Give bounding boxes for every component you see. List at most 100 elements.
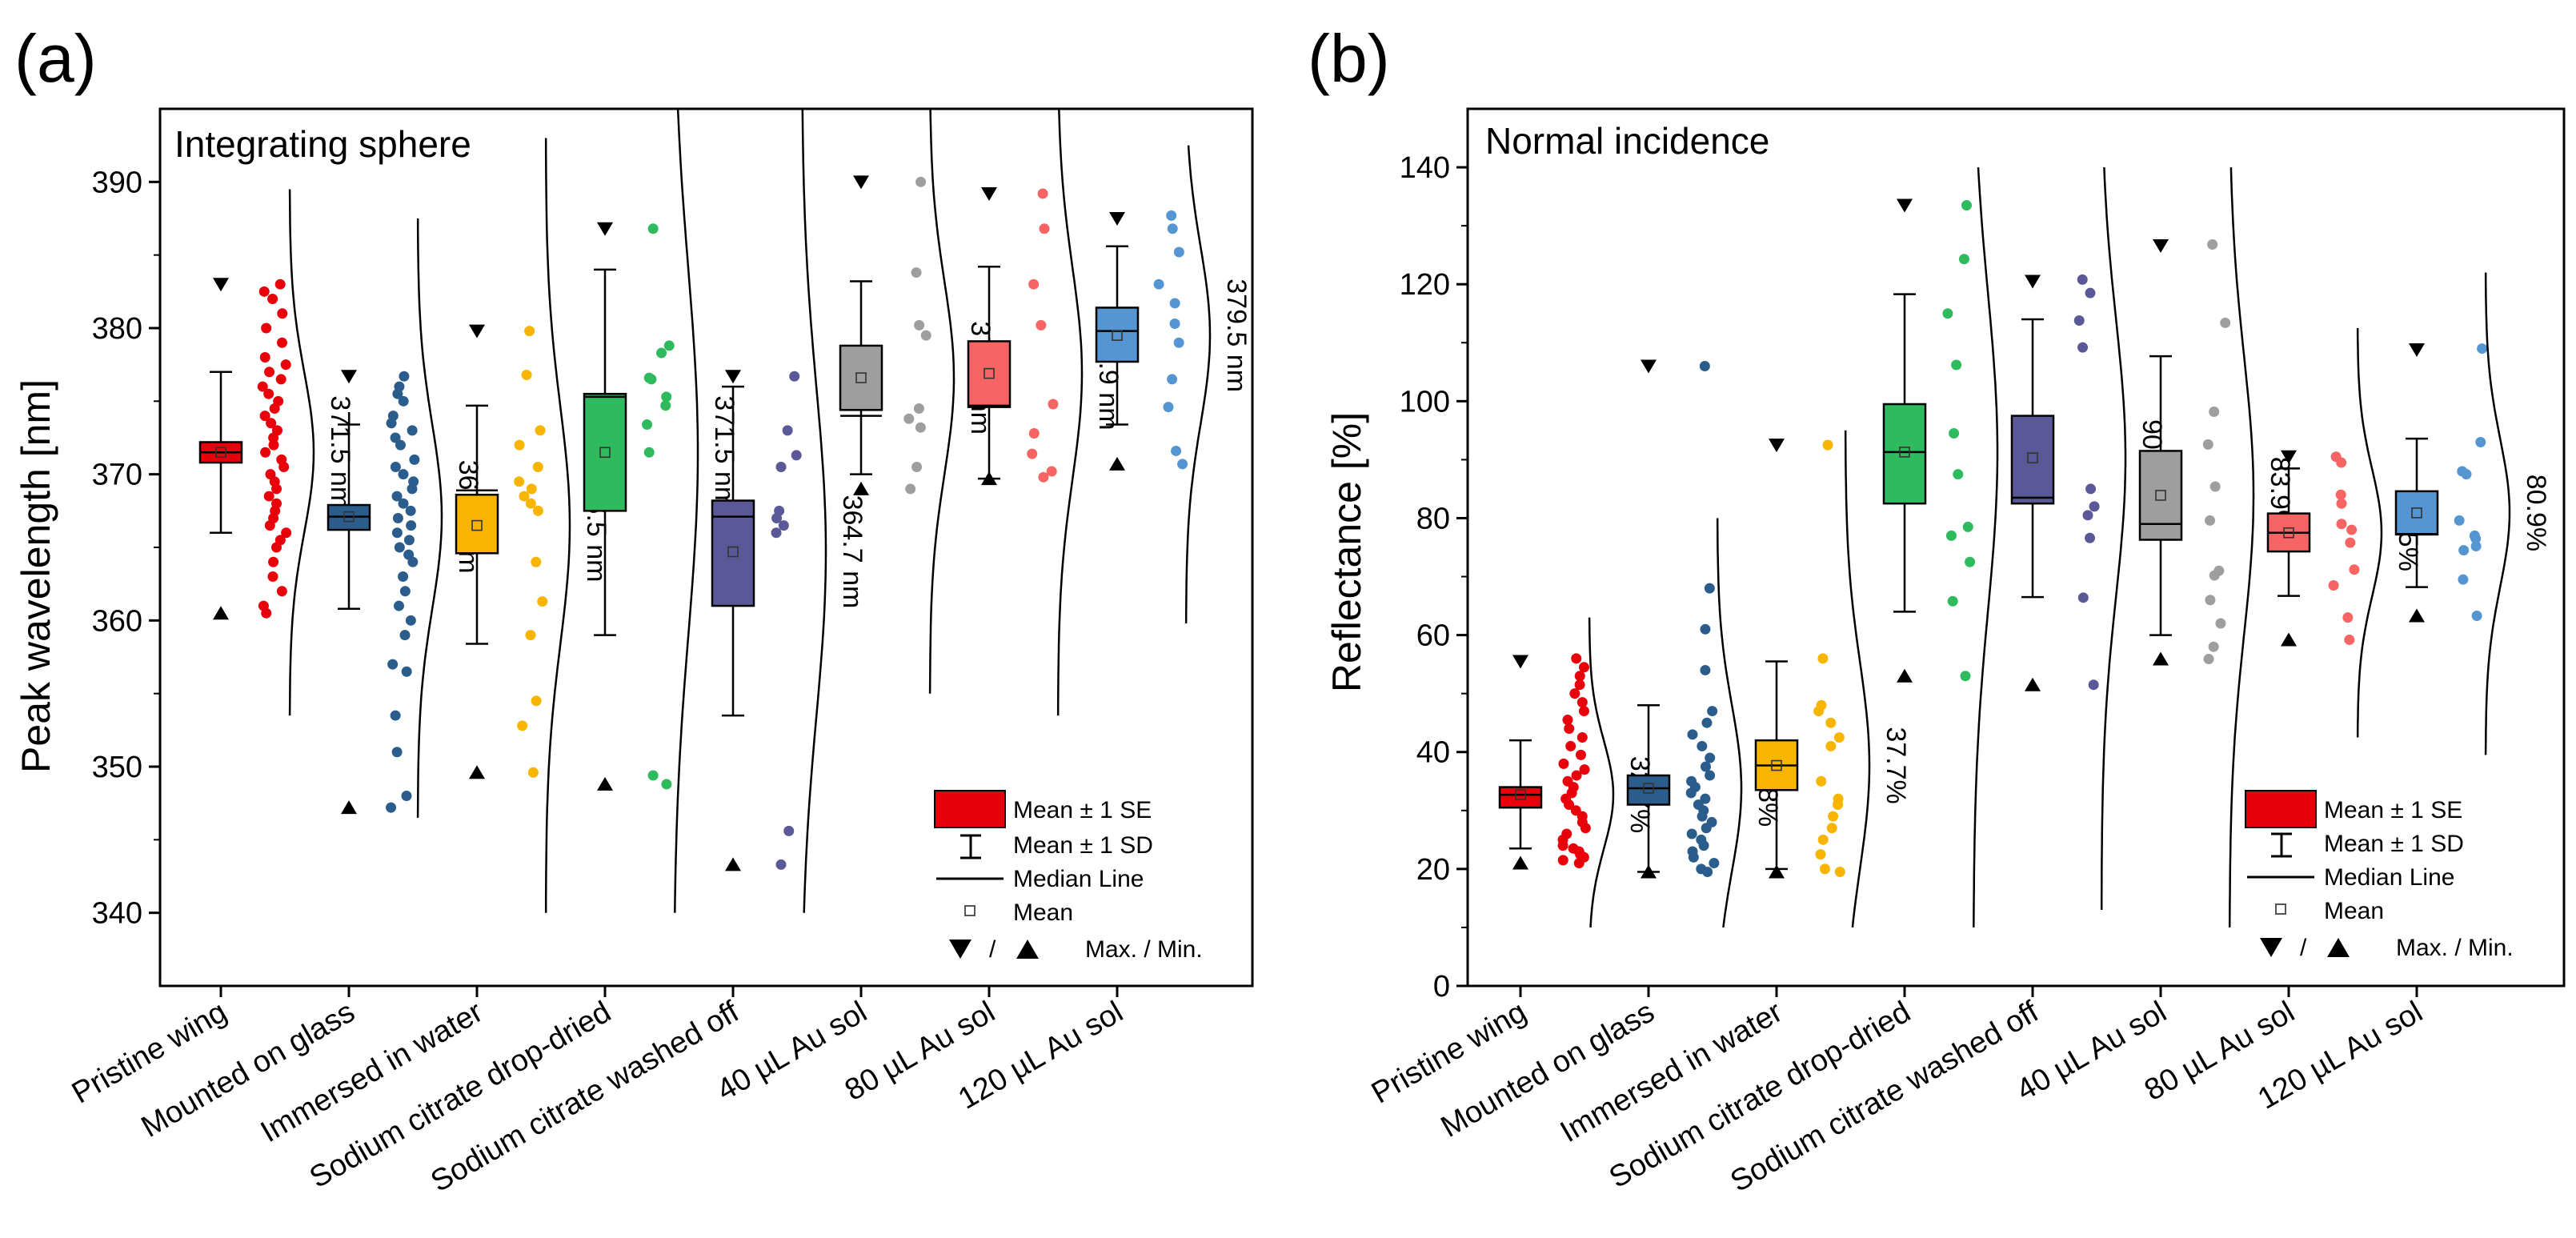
- data-point: [1046, 466, 1057, 477]
- se-box: [2010, 415, 2055, 505]
- data-point: [1817, 653, 1829, 664]
- data-point: [2205, 595, 2216, 606]
- mean-marker: [727, 546, 739, 558]
- distribution-curve: [1973, 167, 1999, 927]
- max-marker: [341, 370, 357, 384]
- data-point: [394, 542, 405, 553]
- data-point: [274, 278, 286, 290]
- data-point: [915, 176, 927, 187]
- distribution-curve: [801, 108, 827, 913]
- data-point: [267, 293, 278, 304]
- data-point: [2346, 524, 2358, 535]
- se-box: [2394, 490, 2439, 536]
- data-point: [514, 439, 525, 451]
- data-point: [271, 483, 282, 495]
- data-point: [903, 413, 915, 424]
- min-marker: [469, 765, 485, 779]
- mean-marker: [215, 447, 226, 459]
- data-point: [263, 491, 274, 502]
- data-point: [2349, 564, 2360, 575]
- data-point: [401, 791, 412, 802]
- panel-a-legend-max-marker: [949, 940, 972, 959]
- data-point: [1039, 223, 1050, 234]
- panel-b-legend-maxmin: Max. / Min.: [2396, 935, 2514, 961]
- data-point: [1173, 337, 1184, 348]
- data-point: [390, 710, 401, 721]
- panel-b-legend-mean-swatch: [2275, 903, 2286, 915]
- y-tick-label: 60: [1416, 619, 1450, 653]
- y-tick-label: 120: [1400, 268, 1450, 302]
- data-point: [1171, 445, 1182, 456]
- min-marker: [2281, 632, 2297, 647]
- data-point: [535, 425, 546, 436]
- data-point: [1698, 840, 1709, 851]
- data-point: [1700, 623, 1711, 635]
- panel-a-legend-mean-swatch: [964, 905, 976, 916]
- data-point: [407, 425, 418, 436]
- panel-a-ylabel: Peak wavelength [nm]: [14, 379, 58, 773]
- data-point: [643, 447, 655, 458]
- data-point: [1574, 679, 1585, 691]
- series-b-7: 80.9%120 µL Au sol: [2253, 272, 2551, 1116]
- max-marker: [853, 175, 869, 190]
- data-point: [1576, 731, 1588, 743]
- mean-marker: [2027, 452, 2038, 464]
- data-point: [1169, 298, 1180, 309]
- data-point: [2085, 483, 2097, 495]
- data-point: [1815, 849, 1826, 860]
- y-tick-label: 370: [92, 459, 142, 492]
- min-marker: [2025, 677, 2041, 691]
- data-point: [920, 330, 931, 341]
- data-point: [1942, 308, 1953, 319]
- data-point: [1558, 758, 1569, 769]
- data-point: [278, 462, 290, 473]
- series-b-6: 77.5%80 µL Au sol: [2139, 328, 2423, 1108]
- y-tick-label: 80: [1416, 502, 1450, 535]
- data-point: [1709, 858, 1720, 869]
- distribution-curve: [2228, 167, 2255, 927]
- data-point: [1961, 200, 1972, 211]
- mean-value-label: 371.5 nm: [325, 395, 355, 509]
- data-point: [261, 607, 272, 619]
- data-point: [407, 483, 418, 495]
- data-point: [1564, 723, 1575, 735]
- data-point: [1686, 828, 1697, 839]
- data-point: [387, 659, 399, 670]
- mean-marker: [1771, 759, 1782, 771]
- data-point: [1564, 799, 1575, 810]
- se-box: [583, 392, 627, 512]
- max-marker: [469, 324, 485, 339]
- data-point: [2077, 274, 2088, 285]
- data-point: [2471, 610, 2482, 621]
- data-point: [260, 447, 271, 458]
- data-point: [1701, 823, 1712, 834]
- y-tick-label: 340: [92, 897, 142, 931]
- data-point: [525, 630, 536, 641]
- data-point: [276, 586, 287, 597]
- panel-a-legend-median: Median Line: [1013, 866, 1144, 892]
- data-point: [526, 483, 537, 495]
- data-point: [1825, 717, 1837, 728]
- max-marker: [597, 222, 613, 236]
- mean-marker: [1899, 447, 1910, 458]
- data-point: [276, 337, 287, 348]
- distribution-curve: [928, 108, 955, 694]
- data-point: [2202, 439, 2213, 450]
- max-marker: [1641, 359, 1657, 374]
- y-tick-label: 350: [92, 751, 142, 784]
- data-point: [2203, 654, 2214, 665]
- data-point: [2335, 489, 2346, 500]
- data-point: [2089, 501, 2100, 512]
- data-point: [517, 720, 528, 731]
- data-point: [1688, 851, 1699, 863]
- data-point: [1575, 749, 1586, 760]
- data-point: [1813, 706, 1825, 717]
- data-point: [386, 418, 397, 429]
- se-box: [839, 344, 883, 411]
- se-box: [455, 493, 499, 555]
- data-point: [1697, 740, 1708, 751]
- data-point: [2209, 570, 2220, 581]
- min-marker: [725, 857, 741, 871]
- data-point: [1945, 530, 1957, 541]
